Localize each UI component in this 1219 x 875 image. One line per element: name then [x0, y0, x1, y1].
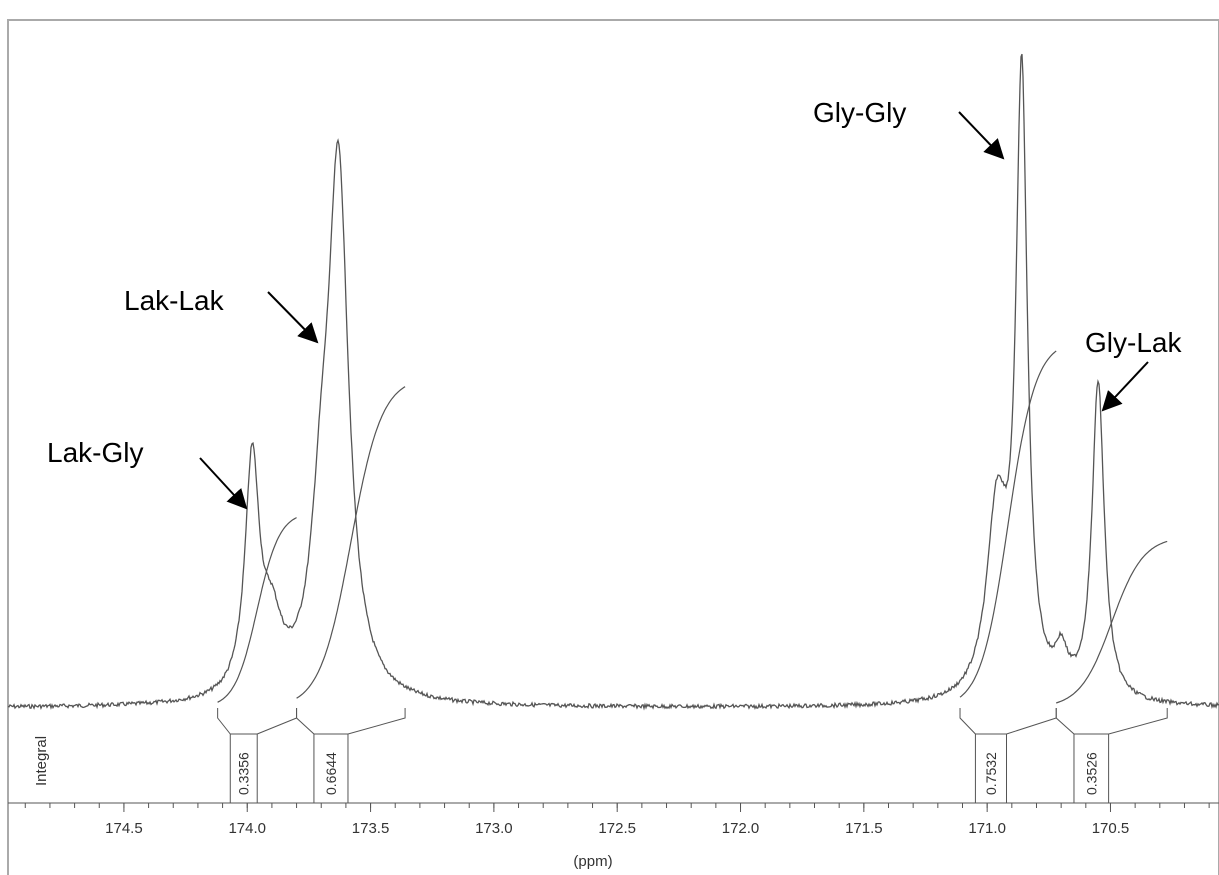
arrow-icon	[199, 457, 248, 510]
integral-brackets: 0.3356 0.6644 0.7532 0.3526	[217, 708, 1168, 803]
x-axis-label: (ppm)	[573, 853, 612, 870]
x-tick-label: 172.0	[722, 820, 760, 837]
peak-label: Lak-Gly	[47, 437, 143, 468]
spectrum-line	[7, 53, 1219, 711]
arrow-icon	[958, 111, 1005, 160]
integral-value: 0.3356	[236, 752, 252, 795]
plot-frame	[7, 19, 1219, 875]
arrow-icon	[267, 291, 319, 344]
integral-value: 0.7532	[983, 752, 999, 795]
peak-label: Gly-Gly	[813, 97, 906, 128]
peak-label: Lak-Lak	[124, 285, 225, 316]
integral-axis-label: Integral	[33, 736, 50, 786]
x-tick-label: 172.5	[598, 820, 636, 837]
integral-value: 0.6644	[323, 752, 339, 795]
x-tick-label: 171.5	[845, 820, 883, 837]
x-tick-label: 170.5	[1092, 820, 1130, 837]
integral-curve	[217, 517, 297, 703]
x-tick-label: 174.0	[228, 820, 266, 837]
integral-curve	[296, 386, 406, 699]
x-tick-label: 173.5	[352, 820, 390, 837]
integral-bracket	[1055, 708, 1168, 803]
arrow-icon	[1101, 361, 1149, 412]
integral-bracket	[296, 708, 406, 803]
integral-curve	[959, 350, 1057, 698]
x-tick-label: 171.0	[968, 820, 1006, 837]
x-axis: 174.5 174.0 173.5 173.0 172.5 172.0 171.5 171.0…	[8, 802, 1219, 837]
x-tick-label: 174.5	[105, 820, 143, 837]
integral-value: 0.3526	[1083, 752, 1099, 795]
peak-label: Gly-Lak	[1085, 327, 1182, 358]
x-tick-label: 173.0	[475, 820, 513, 837]
peak-annotations: Lak-Gly Lak-Lak Gly-Gly Gly-Lak	[47, 97, 1182, 510]
